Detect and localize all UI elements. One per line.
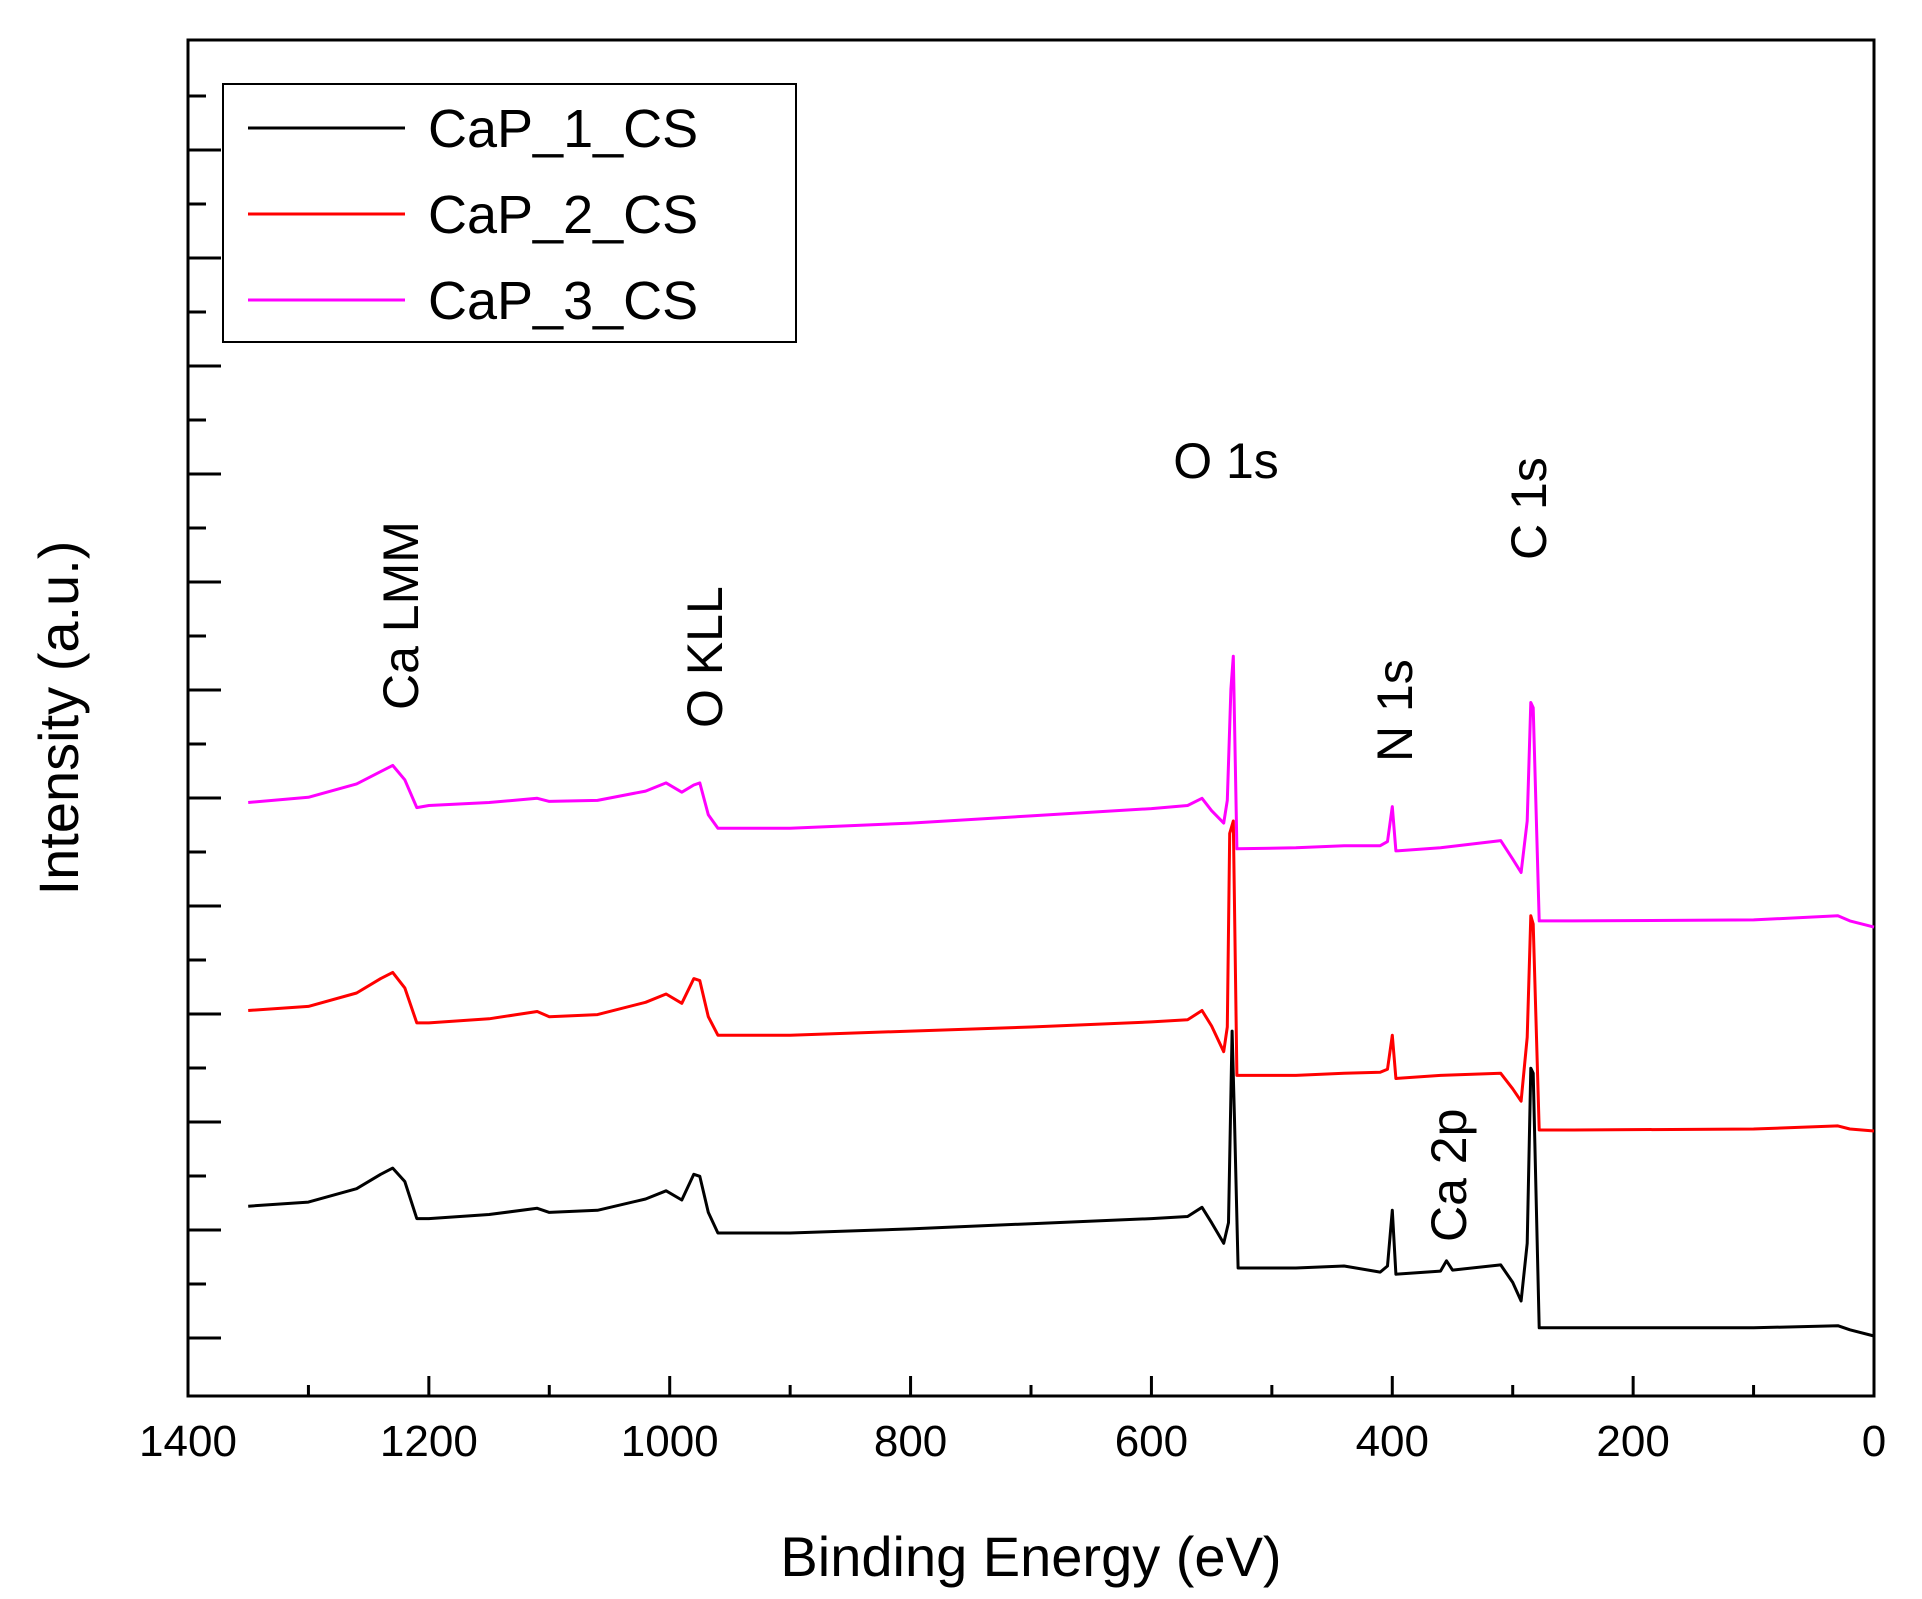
peak-label: Ca LMM — [373, 521, 429, 710]
peak-label: O 1s — [1173, 433, 1279, 489]
series-line-CaP_2_CS — [248, 819, 1875, 1133]
x-tick-label: 800 — [874, 1417, 947, 1466]
series-line-CaP_3_CS — [248, 654, 1875, 929]
x-tick-label: 200 — [1596, 1417, 1669, 1466]
legend-label: CaP_3_CS — [428, 271, 698, 331]
x-tick-label: 1200 — [380, 1417, 478, 1466]
x-axis-ticks: 1400 1200 1000 800 600 400 200 0 — [139, 1376, 1886, 1466]
x-axis-title: Binding Energy (eV) — [780, 1525, 1281, 1588]
y-axis-ticks — [188, 94, 221, 1340]
x-tick-label: 400 — [1356, 1417, 1429, 1466]
series-layer — [248, 654, 1875, 1338]
peak-label: O KLL — [677, 586, 733, 728]
x-tick-label: 0 — [1862, 1417, 1886, 1466]
peak-annotations: Ca LMM O KLL O 1s N 1s Ca 2p C 1s — [373, 433, 1557, 1242]
legend-label: CaP_1_CS — [428, 99, 698, 159]
y-axis-title: Intensity (a.u.) — [27, 541, 90, 896]
peak-label: Ca 2p — [1421, 1109, 1477, 1242]
x-tick-label: 600 — [1115, 1417, 1188, 1466]
x-tick-label: 1400 — [139, 1417, 237, 1466]
peak-label: N 1s — [1367, 659, 1423, 762]
series-line-CaP_1_CS — [248, 1029, 1875, 1338]
legend-label: CaP_2_CS — [428, 185, 698, 245]
x-tick-label: 1000 — [621, 1417, 719, 1466]
peak-label: C 1s — [1501, 457, 1557, 560]
legend: CaP_1_CS CaP_2_CS CaP_3_CS — [222, 83, 797, 343]
